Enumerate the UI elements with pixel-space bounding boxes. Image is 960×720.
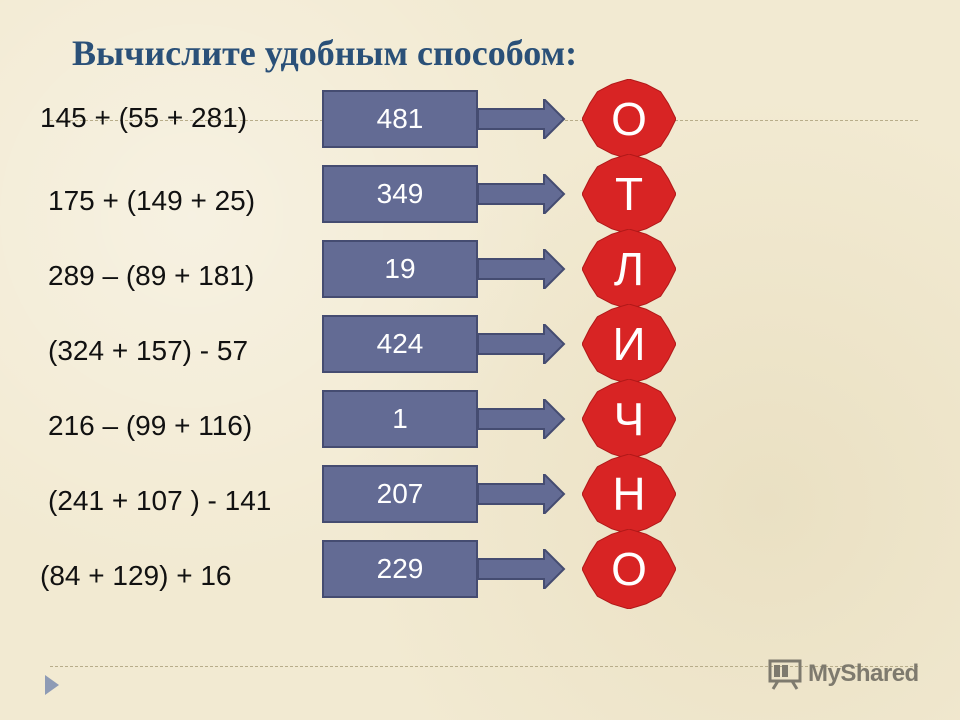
starburst-badge-icon [582,154,676,234]
badge-letter: О [611,93,647,145]
expression-text: 216 – (99 + 116) [48,410,253,441]
answer-box: 207 [322,465,478,523]
right-arrow-icon [478,99,566,139]
starburst-badge-icon [582,229,676,309]
right-arrow-icon [478,249,566,289]
answer-value: 1 [392,403,408,434]
right-arrow-icon [478,399,566,439]
watermark-text: MyShared [808,660,919,687]
watermark: MyShared [768,656,928,692]
badge-letter: И [612,318,646,370]
slide-title: Вычислите удобным способом: [72,33,578,73]
expression-text: (84 + 129) + 16 [40,560,232,591]
presentation-board-icon [768,659,802,690]
expression-text: 289 – (89 + 181) [48,260,255,291]
answer-value: 349 [376,178,424,209]
answer-box: 19 [322,240,478,298]
starburst-badge-icon [582,529,676,609]
right-arrow-icon [478,474,566,514]
answer-box: 349 [322,165,478,223]
answer-value: 229 [376,553,424,584]
badge-letter: Т [614,168,644,220]
badge-letter: О [611,543,647,595]
badge-letter: Ч [613,393,645,445]
answer-box: 229 [322,540,478,598]
answer-value: 481 [376,103,424,134]
answer-box: 424 [322,315,478,373]
answer-box: 1 [322,390,478,448]
badge-letter: Л [613,243,645,295]
starburst-badge-icon [582,304,676,384]
next-slide-triangle-icon[interactable] [44,674,60,696]
starburst-badge-icon [582,79,676,159]
right-arrow-icon [478,549,566,589]
expression-text: (324 + 157) - 57 [48,335,249,366]
answer-value: 19 [384,253,416,284]
starburst-badge-icon [582,379,676,459]
bottom-dashed-divider [50,666,918,667]
answer-value: 424 [376,328,424,359]
expression-text: (241 + 107 ) - 141 [48,485,272,516]
expression-text: 145 + (55 + 281) [40,102,248,133]
right-arrow-icon [478,174,566,214]
badge-letter: Н [612,468,646,520]
starburst-badge-icon [582,454,676,534]
expression-text: 175 + (149 + 25) [48,185,256,216]
right-arrow-icon [478,324,566,364]
answer-value: 207 [376,478,424,509]
answer-box: 481 [322,90,478,148]
